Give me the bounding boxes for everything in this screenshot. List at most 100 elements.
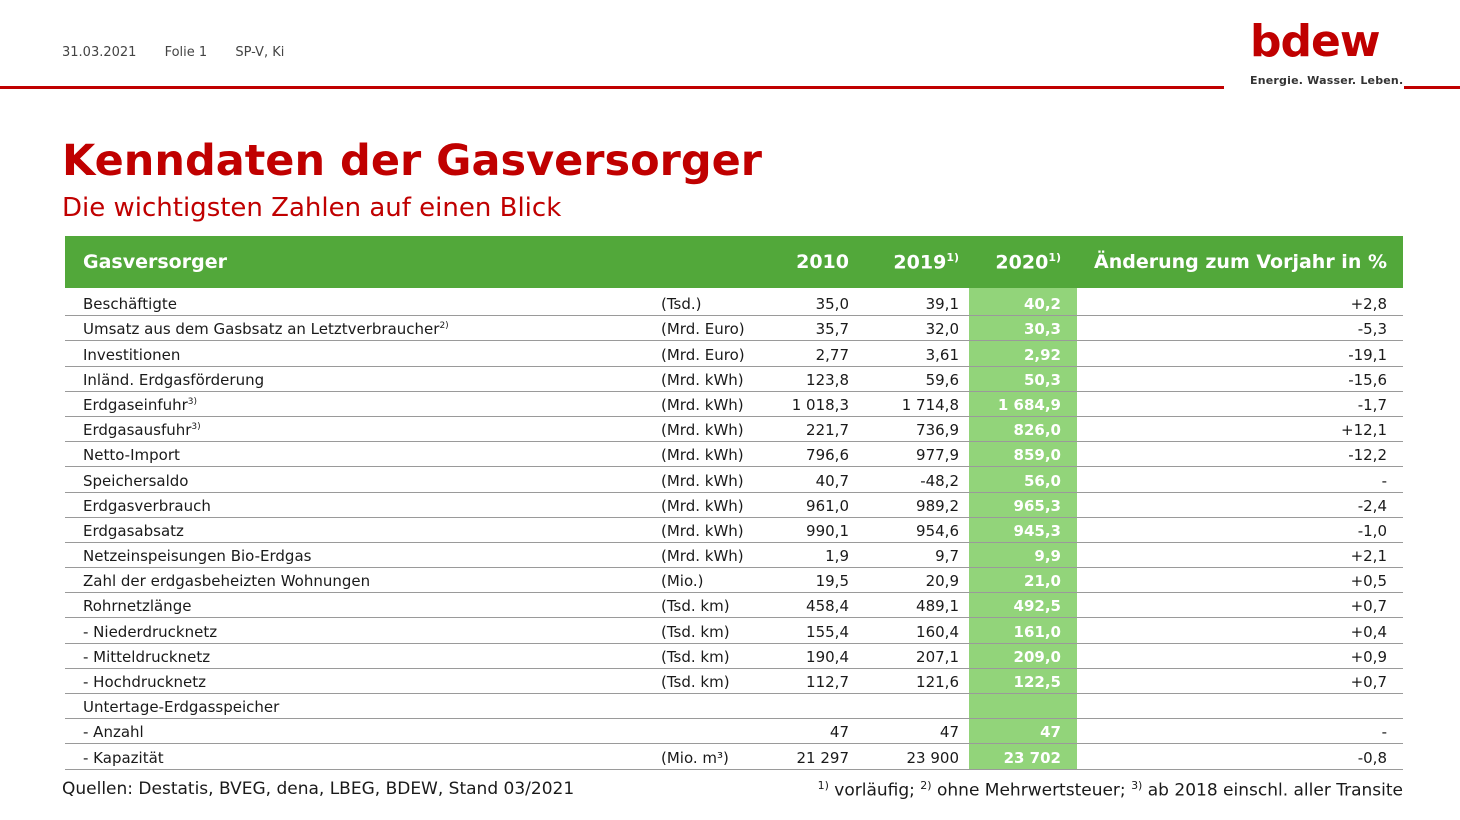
row-name: Erdgasabsatz <box>65 517 657 543</box>
row-change: +0,7 <box>1077 592 1403 619</box>
row-change: +0,7 <box>1077 668 1403 695</box>
row-change: +0,5 <box>1077 567 1403 594</box>
header-gasversorger: Gasversorger <box>65 236 657 288</box>
row-2019: 160,4 <box>859 617 969 644</box>
row-name: Inländ. Erdgasförderung <box>65 366 657 392</box>
row-unit: (Mrd. kWh) <box>657 366 783 392</box>
row-2020: 492,5 <box>969 592 1077 619</box>
bdew-logo: bdew Energie. Wasser. Leben. <box>1250 16 1404 88</box>
row-2020: 50,3 <box>969 366 1077 392</box>
row-2020: 21,0 <box>969 567 1077 594</box>
row-change: -1,7 <box>1077 391 1403 417</box>
table-row: Erdgaseinfuhr3) (Mrd. kWh) 1 018,3 1 714,8 1… <box>65 391 1403 417</box>
row-2020: 23 702 <box>969 743 1077 770</box>
row-2020: 56,0 <box>969 466 1077 493</box>
row-2019 <box>859 693 969 720</box>
row-2010: 796,6 <box>783 441 859 468</box>
row-name: Investitionen <box>65 340 657 367</box>
header-rule-left <box>0 86 1224 89</box>
row-2020: 826,0 <box>969 416 1077 443</box>
table-header-row: Gasversorger 2010 20191) 20201) Änderung… <box>65 236 1403 288</box>
row-unit: (Tsd. km) <box>657 592 783 619</box>
row-name: Erdgasverbrauch <box>65 492 657 518</box>
table-row: Beschäftigte (Tsd.) 35,0 39,1 40,2 +2,8 <box>65 288 1403 317</box>
header-rule-right <box>1404 86 1460 89</box>
row-2010: 2,77 <box>783 340 859 367</box>
row-2010 <box>783 693 859 720</box>
table-row: Untertage-Erdgasspeicher <box>65 693 1403 720</box>
logo-tagline: Energie. Wasser. Leben. <box>1250 74 1404 87</box>
row-2010: 990,1 <box>783 517 859 543</box>
row-change: +2,8 <box>1077 288 1403 317</box>
row-2020: 945,3 <box>969 517 1077 543</box>
row-change: - <box>1077 718 1403 745</box>
row-name: - Mitteldrucknetz <box>65 643 657 669</box>
row-change: -2,4 <box>1077 492 1403 518</box>
row-2019: 3,61 <box>859 340 969 367</box>
table-row: Netzeinspeisungen Bio-Erdgas (Mrd. kWh) 1,… <box>65 542 1403 569</box>
row-unit: (Mrd. Euro) <box>657 340 783 367</box>
row-2020: 9,9 <box>969 542 1077 569</box>
row-2020: 47 <box>969 718 1077 745</box>
row-name: Netto-Import <box>65 441 657 468</box>
row-change: -15,6 <box>1077 366 1403 392</box>
row-unit: (Mrd. kWh) <box>657 441 783 468</box>
table-row: Inländ. Erdgasförderung (Mrd. kWh) 123,8 59… <box>65 366 1403 392</box>
row-unit: (Mrd. kWh) <box>657 391 783 417</box>
header-2020: 20201) <box>969 236 1077 288</box>
row-unit: (Mrd. kWh) <box>657 542 783 569</box>
row-2020: 2,92 <box>969 340 1077 367</box>
logo-wordmark: bdew <box>1250 16 1380 67</box>
row-2019: 207,1 <box>859 643 969 669</box>
row-unit: (Mio. m³) <box>657 743 783 770</box>
row-2019: 59,6 <box>859 366 969 392</box>
row-2019: -48,2 <box>859 466 969 493</box>
page-subtitle: Die wichtigsten Zahlen auf einen Blick <box>62 193 562 223</box>
row-name: Erdgasausfuhr3) <box>65 416 657 443</box>
row-2020: 209,0 <box>969 643 1077 669</box>
row-2019: 9,7 <box>859 542 969 569</box>
table-row: Netto-Import (Mrd. kWh) 796,6 977,9 859,0 -12… <box>65 441 1403 468</box>
row-name: Umsatz aus dem Gasbsatz an Letztverbrauc… <box>65 315 657 342</box>
row-change: -0,8 <box>1077 743 1403 770</box>
table-row: - Niederdrucknetz (Tsd. km) 155,4 160,4 161,… <box>65 617 1403 644</box>
row-name: Netzeinspeisungen Bio-Erdgas <box>65 542 657 569</box>
row-change: +2,1 <box>1077 542 1403 569</box>
row-name: - Hochdrucknetz <box>65 668 657 695</box>
row-2020: 122,5 <box>969 668 1077 695</box>
row-2010: 221,7 <box>783 416 859 443</box>
row-2010: 458,4 <box>783 592 859 619</box>
row-2020: 859,0 <box>969 441 1077 468</box>
table-row: - Mitteldrucknetz (Tsd. km) 190,4 207,1 209,… <box>65 643 1403 669</box>
row-2019: 989,2 <box>859 492 969 518</box>
sources-note: Quellen: Destatis, BVEG, dena, LBEG, BDE… <box>62 779 575 799</box>
row-2010: 35,7 <box>783 315 859 342</box>
table-row: Rohrnetzlänge (Tsd. km) 458,4 489,1 492,5 +0,… <box>65 592 1403 619</box>
row-2020: 30,3 <box>969 315 1077 342</box>
slide-author: SP-V, Ki <box>235 45 285 60</box>
row-name: - Anzahl <box>65 718 657 745</box>
row-2019: 23 900 <box>859 743 969 770</box>
row-unit <box>657 718 783 745</box>
header-2010: 2010 <box>783 236 859 288</box>
row-2019: 39,1 <box>859 288 969 317</box>
row-change: - <box>1077 466 1403 493</box>
slide-number: Folie 1 <box>164 45 208 60</box>
slide-meta: 31.03.2021 Folie 1 SP-V, Ki <box>62 45 308 60</box>
row-2020: 161,0 <box>969 617 1077 644</box>
row-change: -12,2 <box>1077 441 1403 468</box>
row-2019: 736,9 <box>859 416 969 443</box>
table-row: - Anzahl 47 47 47- <box>65 718 1403 745</box>
table-row: Investitionen (Mrd. Euro) 2,77 3,61 2,92 -19,… <box>65 340 1403 367</box>
row-name: Beschäftigte <box>65 288 657 317</box>
row-2010: 112,7 <box>783 668 859 695</box>
row-name: Erdgaseinfuhr3) <box>65 391 657 417</box>
row-name: - Kapazität <box>65 743 657 770</box>
page-title: Kenndaten der Gasversorger <box>62 136 762 186</box>
row-2019: 977,9 <box>859 441 969 468</box>
table-row: Zahl der erdgasbeheizten Wohnungen (Mio.)… <box>65 567 1403 594</box>
row-name: Speichersaldo <box>65 466 657 493</box>
table-row: Erdgasabsatz (Mrd. kWh) 990,1 954,6 945,3 -1,… <box>65 517 1403 543</box>
row-unit: (Tsd. km) <box>657 668 783 695</box>
row-unit: (Mrd. kWh) <box>657 492 783 518</box>
